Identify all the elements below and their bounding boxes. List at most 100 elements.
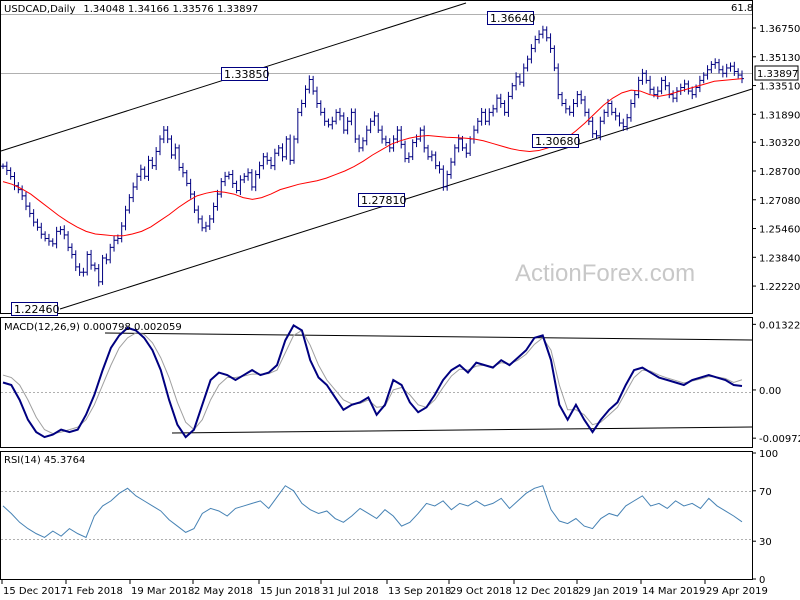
price-bar <box>12 172 17 191</box>
price-bar <box>62 225 67 240</box>
price-bar <box>594 130 599 140</box>
price-y-tick-label: 1.33510 <box>759 82 800 93</box>
price-bar <box>50 238 55 247</box>
price-bar <box>655 86 660 100</box>
price-y-tick-label: 1.22220 <box>759 282 800 293</box>
price-bar <box>625 113 630 131</box>
x-tick-label: 19 Mar 2018 <box>131 586 194 597</box>
macd-signal-line <box>2 329 743 435</box>
watermark: ActionForex.com <box>515 260 695 287</box>
price-bar <box>234 180 239 194</box>
price-y-tick-label: 1.25460 <box>759 225 800 236</box>
price-bar <box>207 215 212 230</box>
price-bar <box>326 118 331 128</box>
price-bar <box>613 107 618 121</box>
price-bar <box>58 226 63 235</box>
macd-layer <box>2 324 743 439</box>
price-bar <box>452 144 457 166</box>
price-bar <box>674 87 679 103</box>
price-bar <box>521 63 526 87</box>
price-annotation: 1.36640 <box>487 11 536 25</box>
price-bar <box>713 58 718 69</box>
price-panel-frame <box>0 0 753 314</box>
price-bar <box>617 112 622 127</box>
price-bar <box>494 94 499 113</box>
price-bar <box>732 61 737 76</box>
price-bar <box>215 189 220 211</box>
price-bar <box>663 75 668 91</box>
x-tick-label: 2 May 2018 <box>194 586 253 597</box>
price-bar <box>334 109 339 125</box>
price-bar <box>644 70 649 84</box>
price-bar <box>39 222 44 239</box>
price-bar <box>445 170 450 191</box>
last-price-label: 1.33897 <box>757 69 798 80</box>
price-bar <box>203 221 208 233</box>
price-bar <box>169 135 174 159</box>
macd-upper-trendline <box>104 332 753 341</box>
price-bar <box>249 169 254 191</box>
macd-line <box>2 324 743 439</box>
macd-panel-frame <box>0 317 753 448</box>
price-bar <box>246 168 251 181</box>
price-bar <box>100 254 105 285</box>
price-bar <box>506 91 511 117</box>
price-bar <box>92 262 97 272</box>
price-bar <box>403 140 408 163</box>
x-tick-label: 15 Dec 2017 <box>3 586 67 597</box>
price-bar <box>720 65 725 78</box>
price-bar <box>705 65 710 80</box>
price-bar <box>556 63 561 100</box>
macd-lower-trendline <box>171 426 753 434</box>
ma-layer <box>2 78 743 237</box>
rsi-panel-title: RSI(14) 45.3764 <box>4 455 85 466</box>
price-bar <box>686 80 691 95</box>
macd-y-tick-label: 0.013224 <box>759 320 800 331</box>
rsi-y-tick-label: 30 <box>759 537 772 548</box>
price-bar <box>406 152 411 163</box>
rsi-y-tick-label: 0 <box>759 575 765 586</box>
macd-panel-title: MACD(12,26,9) 0.000798 0.002059 <box>4 322 182 333</box>
price-bar <box>265 152 270 165</box>
x-tick-label: 12 Dec 2018 <box>515 586 579 597</box>
macd-y-tick-label: 0.00 <box>759 386 781 397</box>
price-bar <box>66 231 71 252</box>
price-bar <box>8 167 13 180</box>
price-bar <box>502 100 507 116</box>
price-bar <box>307 75 312 94</box>
price-bar <box>590 116 595 139</box>
price-bar <box>471 125 476 144</box>
price-bar <box>272 148 277 171</box>
price-bar <box>418 127 423 142</box>
price-bar <box>640 68 645 85</box>
price-bar <box>586 108 591 126</box>
price-bar <box>422 125 427 153</box>
price-bar <box>579 90 584 105</box>
price-bar <box>426 144 431 160</box>
price-bar <box>395 126 400 144</box>
price-bar <box>77 263 82 276</box>
price-bar <box>433 151 438 170</box>
price-bar <box>131 182 136 203</box>
price-bar <box>318 100 323 116</box>
price-bar <box>667 82 672 99</box>
price-bar <box>96 264 101 287</box>
price-bar <box>295 108 300 144</box>
price-bar <box>337 107 342 121</box>
x-tick-label: 1 Feb 2018 <box>67 586 123 597</box>
price-bar <box>376 113 381 133</box>
price-bar <box>192 191 197 214</box>
price-bar <box>330 116 335 130</box>
symbol-title: USDCAD,Daily <box>4 4 75 15</box>
price-bar <box>165 126 170 144</box>
price-bar <box>35 218 40 231</box>
price-bar <box>200 215 205 232</box>
price-y-tick-label: 1.35130 <box>759 53 800 64</box>
price-bar <box>46 233 51 246</box>
price-bar <box>242 173 247 184</box>
price-y-tick-label: 1.30320 <box>759 138 800 149</box>
price-bar <box>621 118 626 131</box>
price-bar <box>299 99 304 117</box>
x-tick-layer: 15 Dec 2017 1 Feb 2018 19 Mar 2018 2 May 20… <box>1 580 768 597</box>
price-bar <box>372 111 377 126</box>
